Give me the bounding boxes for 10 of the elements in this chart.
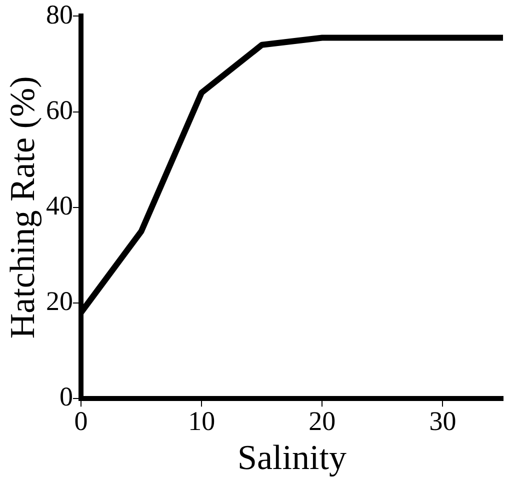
x-tick-label: 20 — [308, 406, 336, 436]
y-tick-label: 0 — [60, 382, 73, 412]
y-axis-title: Hatching Rate (%) — [3, 76, 42, 339]
y-tick-label: 60 — [46, 94, 73, 125]
x-tick-label: 30 — [429, 406, 456, 436]
y-tick-label: 40 — [46, 190, 73, 220]
y-tick-label: 20 — [46, 286, 73, 316]
x-tick-label: 10 — [188, 406, 216, 436]
x-axis-title: Salinity — [238, 438, 347, 478]
y-tick-label: 80 — [46, 0, 73, 30]
